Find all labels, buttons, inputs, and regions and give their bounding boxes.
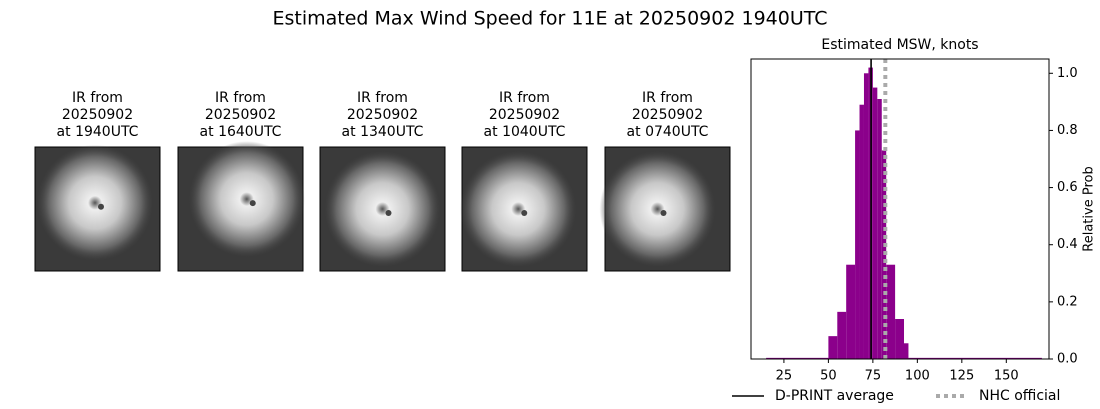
plot-frame xyxy=(750,58,1050,360)
y-tick-label: 0.8 xyxy=(1057,123,1078,138)
bar xyxy=(837,311,847,359)
panel-label: at 1640UTC xyxy=(200,124,282,140)
panel-label: 20250902 xyxy=(489,107,560,123)
y-axis-label: Relative Prob xyxy=(1082,166,1097,251)
bar xyxy=(886,264,896,359)
panel-label: 20250902 xyxy=(347,107,418,123)
storm-eye xyxy=(521,210,528,216)
y-tick-label: 0.2 xyxy=(1057,294,1078,309)
panel-label: at 1340UTC xyxy=(342,124,424,140)
bar xyxy=(908,357,1042,359)
bar xyxy=(766,357,829,359)
storm-eye xyxy=(385,210,392,216)
x-tick-label: 50 xyxy=(820,369,837,384)
storm-eye xyxy=(660,210,667,216)
x-tick-label: 25 xyxy=(776,369,793,384)
panel-label: IR from xyxy=(72,90,123,106)
bar xyxy=(872,87,878,360)
bar xyxy=(859,104,864,359)
x-tick-label: 150 xyxy=(994,369,1019,384)
panel-label: IR from xyxy=(215,90,266,106)
panel-label: 20250902 xyxy=(205,107,276,123)
bar xyxy=(895,319,905,359)
y-tick-label: 0.0 xyxy=(1057,352,1078,367)
x-tick-label: 75 xyxy=(865,369,882,384)
storm-cloud xyxy=(599,151,716,267)
panel-label: at 0740UTC xyxy=(627,124,709,140)
panel-label: 20250902 xyxy=(62,107,133,123)
bar xyxy=(863,73,869,360)
legend-label: D-PRINT average xyxy=(775,388,894,404)
storm-cloud xyxy=(460,151,577,267)
bar xyxy=(846,264,856,359)
bar xyxy=(828,336,838,359)
panel-label: at 1040UTC xyxy=(484,124,566,140)
bar xyxy=(855,130,860,359)
panel-label: at 1940UTC xyxy=(57,124,139,140)
bar xyxy=(877,99,882,359)
x-tick-label: 125 xyxy=(949,369,974,384)
chart-title: Estimated MSW, knots xyxy=(821,37,978,53)
bar xyxy=(904,343,909,359)
panel-label: IR from xyxy=(642,90,693,106)
storm-cloud xyxy=(37,144,153,261)
y-tick-label: 0.4 xyxy=(1057,237,1078,252)
y-tick-label: 0.6 xyxy=(1057,180,1078,195)
panel-label: IR from xyxy=(499,90,550,106)
legend-label: NHC official xyxy=(979,388,1060,404)
figure-title: Estimated Max Wind Speed for 11E at 2025… xyxy=(272,8,827,30)
storm-eye xyxy=(249,200,256,207)
panel-label: IR from xyxy=(357,90,408,106)
storm-cloud xyxy=(324,151,441,267)
panel-label: 20250902 xyxy=(632,107,703,123)
x-tick-label: 100 xyxy=(905,369,930,384)
storm-cloud xyxy=(188,141,305,258)
histogram-chart: Estimated MSW, knots 25 50 75 100 125 150 0.0 0.… xyxy=(732,37,1097,404)
y-tick-label: 1.0 xyxy=(1057,66,1078,81)
storm-eye xyxy=(98,203,104,210)
